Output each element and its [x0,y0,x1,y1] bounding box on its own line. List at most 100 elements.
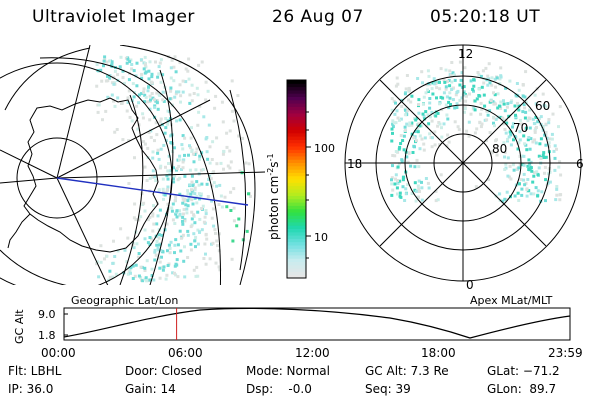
emission-pixel [179,236,183,240]
emission-pixel [210,199,214,203]
emission-pixel [507,135,511,139]
emission-pixel [179,249,183,253]
emission-pixel [198,154,202,158]
emission-pixel [460,71,464,75]
emission-pixel [437,121,441,124]
emission-pixel [509,177,513,181]
emission-pixel [482,93,486,97]
emission-pixel [189,248,193,252]
lat-arc-1 [39,57,221,285]
emission-pixel [189,242,193,246]
emission-pixel [217,265,221,269]
polar-plot-title: Apex MLat/MLT [470,294,553,307]
emission-pixel [148,118,152,122]
emission-pixel [516,147,520,151]
emission-pixel [485,139,488,143]
emission-pixel [222,167,225,171]
emission-pixel [109,63,113,67]
emission-pixel [112,82,116,86]
time-label: 05:20:18 UT [430,7,541,27]
emission-pixel [427,186,431,190]
emission-pixel [113,104,117,108]
emission-pixel [426,69,430,73]
emission-pixel [394,150,398,153]
emission-pixel [412,144,416,148]
emission-pixel [397,162,401,166]
emission-pixel [536,189,540,193]
emission-pixel [487,178,491,182]
emission-pixel [444,85,448,89]
emission-pixel [534,116,538,119]
emission-pixel [176,178,180,182]
emission-pixel [415,139,418,143]
emission-pixel [189,136,193,140]
emission-pixel [195,86,199,90]
emission-pixel [478,120,482,124]
emission-pixel [150,92,154,95]
emission-pixel [237,217,241,221]
emission-pixel [121,138,125,142]
emission-pixel [190,99,194,103]
emission-pixel [157,248,161,252]
emission-pixel [238,169,242,173]
emission-pixel [120,101,124,105]
emission-pixel [547,141,551,145]
emission-pixel [114,272,118,276]
emission-pixel [219,194,223,198]
emission-pixel [447,100,451,104]
emission-pixel [443,80,447,84]
emission-pixel [190,174,194,178]
emission-pixel [542,104,546,107]
emission-pixel [486,113,490,117]
emission-pixel [148,107,152,111]
emission-pixel [430,136,434,140]
emission-pixel [158,208,162,212]
emission-pixel [150,72,154,76]
emission-pixel [112,75,115,79]
emission-pixel [514,115,518,119]
emission-pixel [553,144,557,148]
emission-pixel [161,187,165,191]
emission-pixel [401,178,405,182]
emission-pixel [136,255,140,259]
emission-pixel [118,65,122,69]
emission-pixel [97,103,101,107]
emission-pixel [186,233,190,237]
emission-pixel [544,178,548,182]
emission-pixel [155,240,159,243]
emission-pixel [181,90,185,94]
emission-pixel [395,76,399,80]
emission-pixel [190,217,194,221]
emission-pixel [523,116,527,120]
emission-pixel [204,209,208,213]
colorbar-cell [287,205,306,210]
emission-pixel [172,146,176,150]
emission-pixel [192,160,196,164]
emission-pixel [181,158,185,162]
emission-pixel [482,81,486,85]
emission-pixel [521,110,525,114]
emission-pixel [125,260,129,264]
emission-pixel [99,244,103,248]
mlat-label-80: 80 [492,142,507,156]
emission-pixel [143,237,147,241]
emission-pixel [445,113,449,117]
orbit-altitude-curve [63,307,571,339]
emission-pixel [139,58,143,62]
emission-pixel [523,106,527,110]
emission-pixel [473,99,477,103]
svg-text:photon cm-2s-1: photon cm-2s-1 [266,153,281,240]
emission-pixel [166,264,170,267]
emission-pixel [440,135,444,139]
emission-pixel [393,112,397,116]
emission-pixel [143,209,147,213]
emission-pixel [183,219,187,223]
emission-pixel [528,126,532,130]
emission-pixel [191,202,195,206]
emission-pixel [524,110,528,114]
emission-pixel [178,176,182,180]
emission-pixel [172,79,176,83]
emission-pixel [172,65,176,69]
colorbar-cell [287,261,306,266]
